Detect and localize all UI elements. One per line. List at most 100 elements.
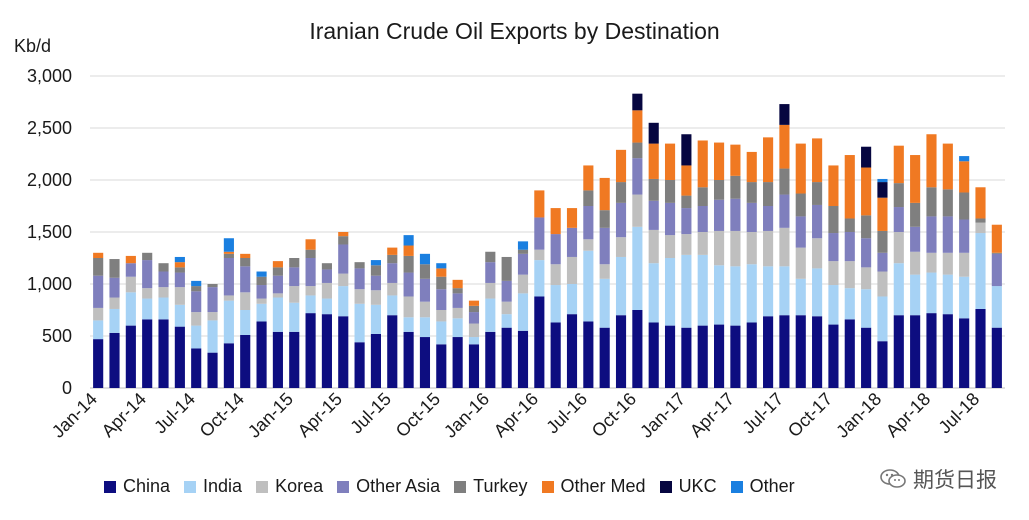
bar-segment-china xyxy=(746,322,757,388)
legend-label: Turkey xyxy=(473,476,528,496)
bar-segment-turkey xyxy=(730,175,741,199)
bar-segment-other xyxy=(174,256,185,263)
bar-segment-other-asia xyxy=(125,263,136,277)
bar-segment-korea xyxy=(763,230,774,267)
bar-segment-china xyxy=(615,315,627,388)
bar-segment-china xyxy=(419,337,431,388)
bar-segment-korea xyxy=(468,323,480,338)
bar-segment-china xyxy=(125,325,136,388)
bar-segment-ukc xyxy=(861,146,872,168)
bar-segment-korea xyxy=(583,239,594,251)
bar-segment-india xyxy=(436,321,447,345)
bar-segment-other-asia xyxy=(959,219,970,253)
bar-segment-korea xyxy=(223,295,234,301)
bar-segment-korea xyxy=(828,261,839,286)
bar-segment-china xyxy=(975,308,986,388)
bar-segment-turkey xyxy=(812,182,823,205)
bar-segment-other-med xyxy=(583,165,594,191)
bar-segment-turkey xyxy=(959,192,970,220)
bar-segment-other xyxy=(517,241,529,250)
bar-segment-other-med xyxy=(648,143,659,179)
bar-segment-india xyxy=(599,278,610,328)
bar-segment-korea xyxy=(436,310,447,322)
bar-segment-other-asia xyxy=(942,216,953,253)
bar-segment-india xyxy=(730,266,741,326)
bar-segment-other-med xyxy=(746,151,757,183)
bar-segment-other xyxy=(191,280,202,287)
legend-label: Other xyxy=(749,476,795,496)
legend-item: Other xyxy=(730,476,795,497)
bar-segment-other-med xyxy=(240,253,251,258)
bar-segment-other-asia xyxy=(844,232,855,262)
bar-segment-korea xyxy=(272,293,283,298)
bar-segment-china xyxy=(566,314,578,388)
bar-segment-china xyxy=(191,348,202,388)
bar-segment-other-asia xyxy=(632,158,643,195)
bar-segment-china xyxy=(387,315,398,388)
bar-segment-turkey xyxy=(648,178,659,201)
bar-segment-korea xyxy=(289,286,300,303)
bar-segment-other-asia xyxy=(812,204,823,239)
x-tick-label: Oct-17 xyxy=(784,389,836,441)
legend: China India Korea Other Asia Turkey Other Med… xyxy=(104,476,809,497)
bar-segment-other-med xyxy=(812,138,823,183)
bar-segment-india xyxy=(142,298,153,320)
legend-swatch xyxy=(104,480,116,493)
bar-segment-india xyxy=(975,233,986,309)
bar-segment-india xyxy=(893,263,904,316)
bar-segment-india xyxy=(321,298,332,315)
bar-segment-ukc xyxy=(648,122,659,144)
bar-segment-india xyxy=(534,260,545,297)
bar-segment-china xyxy=(93,339,104,388)
bar-segment-india xyxy=(370,304,381,334)
bar-segment-turkey xyxy=(926,187,937,217)
bar-segment-ukc xyxy=(779,104,790,125)
bar-segment-other-med xyxy=(338,232,349,237)
bar-segment-india xyxy=(305,295,316,314)
bar-segment-turkey xyxy=(746,182,757,203)
bar-segment-turkey xyxy=(452,288,463,294)
bar-segment-other-asia xyxy=(485,262,496,283)
bar-segment-other-med xyxy=(991,224,1002,253)
bar-segment-other-med xyxy=(534,190,545,218)
bar-segment-india xyxy=(419,317,431,338)
bar-segment-other-asia xyxy=(305,258,316,287)
bar-segment-korea xyxy=(354,289,365,304)
bar-segment-turkey xyxy=(142,252,153,261)
bar-segment-other-asia xyxy=(893,207,904,232)
bar-segment-other-asia xyxy=(272,275,283,294)
bar-segment-other-asia xyxy=(648,200,659,230)
legend-label: India xyxy=(203,476,243,496)
bar-segment-other-asia xyxy=(550,234,561,265)
bar-segment-india xyxy=(844,288,855,320)
bar-segment-other-asia xyxy=(387,263,398,283)
bar-segment-china xyxy=(599,327,610,388)
bar-segment-korea xyxy=(305,286,316,296)
legend-item: Turkey xyxy=(454,476,528,497)
x-tick-label: Apr-18 xyxy=(882,389,934,441)
bar-segment-turkey xyxy=(321,263,332,270)
bar-segment-other-asia xyxy=(142,260,153,289)
bar-segment-turkey xyxy=(338,236,349,245)
bar-segment-other-asia xyxy=(354,268,365,290)
bar-segment-korea xyxy=(240,292,251,310)
bar-segment-other-med xyxy=(730,144,741,176)
bar-segment-china xyxy=(517,330,529,388)
bar-segment-other-asia xyxy=(93,275,104,308)
bar-segment-turkey xyxy=(664,180,676,203)
bar-segment-korea xyxy=(599,264,610,279)
bar-segment-other-med xyxy=(779,124,790,169)
bar-segment-india xyxy=(452,318,463,338)
bar-segment-india xyxy=(256,303,267,322)
legend-swatch xyxy=(730,480,743,493)
bar-segment-korea xyxy=(256,298,267,304)
bar-segment-turkey xyxy=(109,259,120,278)
bar-segment-other xyxy=(370,260,381,266)
legend-label: Other Asia xyxy=(356,476,441,496)
bar-segment-turkey xyxy=(828,206,839,234)
bar-segment-other-med xyxy=(550,208,561,235)
bar-segment-korea xyxy=(191,312,202,326)
bar-segment-china xyxy=(485,331,496,388)
bar-segment-korea xyxy=(566,256,578,284)
bar-segment-korea xyxy=(534,249,545,261)
